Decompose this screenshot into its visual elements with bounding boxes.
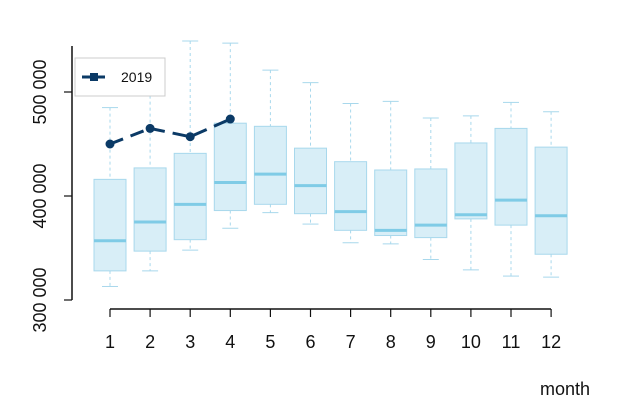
x-tick-label: 10 [461,332,481,352]
box-month-10 [454,115,488,271]
box-month-7 [334,102,368,244]
x-tick-label: 1 [105,332,115,352]
series-point [185,132,195,142]
legend-marker [90,73,98,81]
x-tick-label: 4 [225,332,235,352]
x-tick-label: 8 [386,332,396,352]
x-tick-label: 3 [185,332,195,352]
box-month-3 [173,40,207,251]
series-point [145,123,155,133]
x-axis-label: month [540,379,590,399]
y-ticks: 300 000 400 000 500 000 [30,59,72,333]
box-iqr [494,127,528,226]
box-iqr [374,169,408,237]
x-tick-label: 5 [265,332,275,352]
box-iqr [534,146,568,255]
x-ticks: 1 2 3 4 5 6 7 8 9 10 11 12 [105,309,561,352]
box-month-4 [213,42,247,229]
x-tick-label: 2 [145,332,155,352]
legend: 2019 [74,57,166,97]
box-iqr [294,147,327,215]
x-tick-label: 11 [502,332,521,352]
box-iqr [133,167,167,252]
x-tick-label: 6 [305,332,315,352]
box-month-8 [374,100,408,245]
box-iqr [213,122,247,212]
y-tick-label: 400 000 [30,163,50,228]
series-line-2019 [109,117,231,146]
series-point [225,114,235,124]
y-tick-label: 500 000 [30,59,50,124]
box-month-12 [534,111,568,278]
box-iqr [454,142,488,220]
x-tick-label: 12 [541,332,561,352]
box-month-6 [294,82,327,225]
legend-entry: 2019 [121,69,152,85]
y-tick-label: 300 000 [30,267,50,332]
axes [71,46,551,310]
box-iqr [93,178,127,272]
x-tick-label: 7 [346,332,356,352]
box-iqr [253,125,287,205]
x-tick-label: 9 [426,332,436,352]
box-month-1 [93,107,127,287]
box-month-5 [253,69,287,214]
series-point [105,139,115,149]
box-iqr [414,168,448,239]
box-iqr [173,152,207,241]
box-month-9 [414,117,448,260]
box-iqr [334,161,368,231]
boxplot-group [93,40,568,287]
series-group [105,114,235,149]
box-month-2 [133,83,167,272]
box-month-11 [494,101,528,277]
